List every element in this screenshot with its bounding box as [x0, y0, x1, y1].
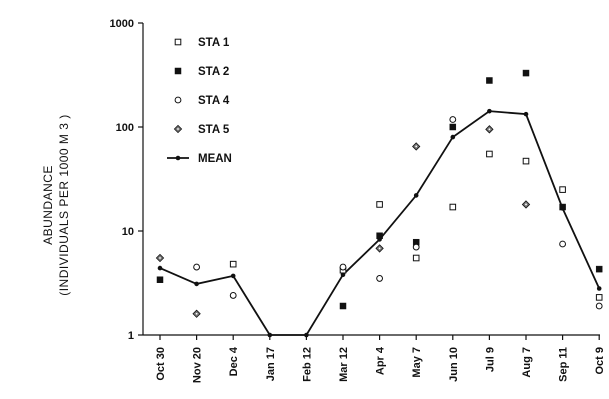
- sta-2-point: [449, 123, 457, 131]
- legend-sta-5-label: STA 5: [198, 124, 230, 136]
- y-tick-label: 10: [122, 226, 134, 238]
- y-axis-label: ABUNDANCE: [41, 165, 55, 245]
- legend-sta-4-marker: [174, 96, 182, 104]
- legend-sta-4-label: STA 4: [198, 95, 230, 107]
- x-ticks: Oct 30 Nov 20 Dec 4 Jan 17 Feb 12 Mar 12 Apr 4…: [155, 335, 606, 383]
- sta-4-point: [193, 263, 201, 271]
- legend-mean-label: MEAN: [198, 153, 232, 165]
- mean-point: [450, 134, 456, 140]
- x-tick-label: Aug 7: [521, 347, 533, 378]
- y-tick-label: 100: [116, 122, 134, 134]
- sta-2-point: [376, 232, 383, 240]
- sta-4-point: [559, 240, 566, 248]
- mean-point: [304, 332, 309, 338]
- sta-1-point: [229, 260, 237, 268]
- axes: [142, 23, 600, 336]
- sta-2-point: [156, 276, 164, 283]
- mean-line: [159, 110, 601, 336]
- mean-point: [523, 111, 529, 117]
- sta-1-point: [559, 186, 566, 193]
- x-tick-label: Mar 12: [338, 347, 350, 382]
- sta-4-point: [412, 243, 420, 251]
- x-tick-label: May 7: [411, 347, 423, 378]
- sta-2-point: [595, 265, 603, 273]
- mean-point: [487, 108, 492, 114]
- x-tick-label: Nov 20: [192, 347, 204, 383]
- sta-4-point: [229, 292, 237, 299]
- y-axis-label-units: (INDIVIDUALS PER 1000 M 3 ): [57, 114, 71, 296]
- y-ticks: 1 10 100 1000: [110, 18, 143, 342]
- station-points: [155, 69, 603, 318]
- sta-4-point: [339, 263, 347, 271]
- sta-2-point: [486, 77, 493, 84]
- legend-sta-2-marker: [174, 67, 182, 75]
- x-tick-label: Oct 9: [594, 347, 606, 375]
- sta-1-point: [486, 150, 493, 158]
- sta-1-point: [522, 157, 530, 165]
- x-tick-label: Sep 11: [558, 347, 570, 382]
- x-tick-label: Oct 30: [155, 347, 167, 381]
- mean-point: [157, 265, 163, 271]
- legend-sta-1-marker: [174, 38, 182, 46]
- x-tick-label: Jul 9: [484, 347, 496, 372]
- x-tick-label: Jan 17: [265, 347, 277, 381]
- legend: STA 1 STA 2 STA 4 STA 5 MEAN: [167, 37, 232, 165]
- sta-1-point: [376, 201, 383, 208]
- mean-point: [194, 281, 199, 287]
- mean-point: [340, 272, 346, 278]
- mean-point: [413, 193, 419, 198]
- legend-sta-1-label: STA 1: [198, 37, 230, 49]
- mean-series: [157, 108, 602, 338]
- sta-1-point: [449, 203, 457, 211]
- y-tick-label: 1: [128, 330, 134, 342]
- sta-4-point: [376, 275, 384, 282]
- sta-1-point: [595, 294, 603, 301]
- sta-2-point: [559, 203, 566, 211]
- mean-point: [596, 286, 602, 291]
- x-tick-label: Feb 12: [301, 347, 313, 382]
- mean-point: [267, 332, 273, 338]
- sta-1-point: [412, 254, 420, 262]
- x-tick-label: Dec 4: [228, 346, 240, 376]
- mean-point: [230, 273, 236, 279]
- x-tick-label: Apr 4: [375, 346, 387, 375]
- x-tick-label: Jun 10: [448, 347, 460, 382]
- sta-2-point: [339, 302, 347, 310]
- sta-4-point: [449, 116, 457, 123]
- y-tick-label: 1000: [110, 18, 134, 30]
- legend-mean-marker: [175, 155, 181, 161]
- legend-sta-2-label: STA 2: [198, 66, 229, 78]
- sta-4-point: [595, 302, 603, 310]
- sta-2-point: [522, 69, 530, 77]
